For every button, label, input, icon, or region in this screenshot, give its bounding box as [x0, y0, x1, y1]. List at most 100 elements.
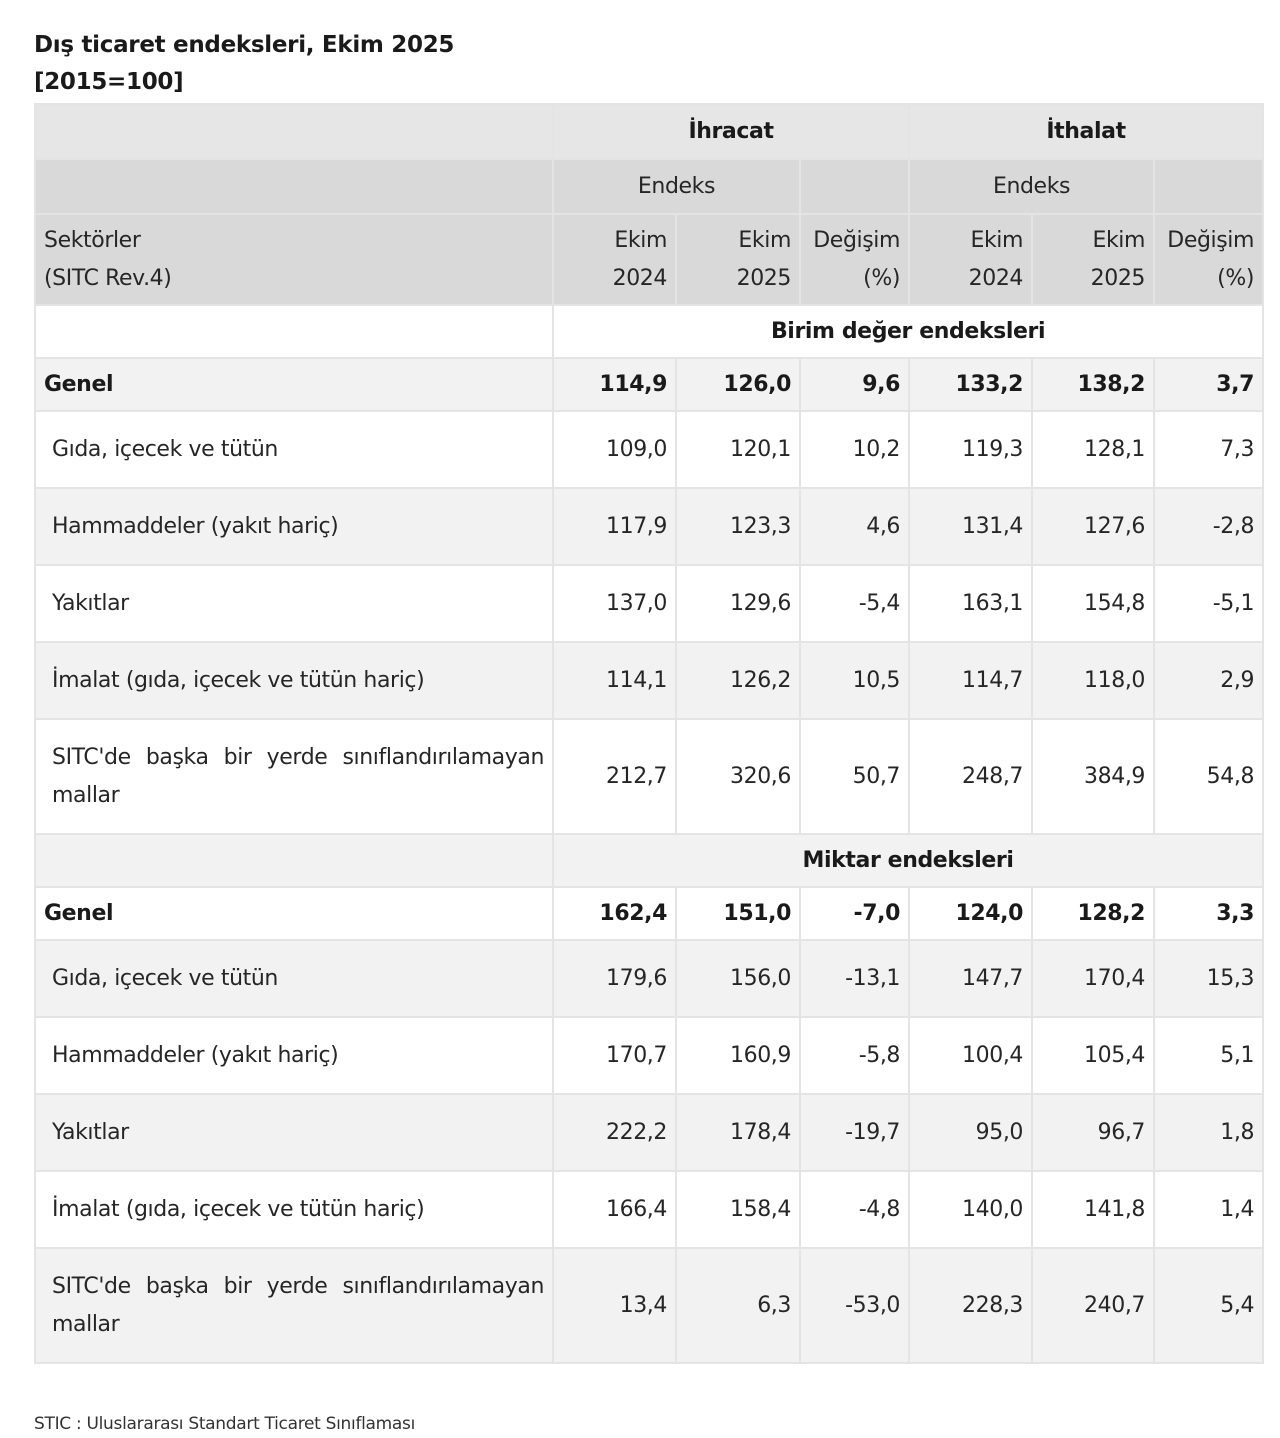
cell-value: 240,7 [1031, 1247, 1156, 1364]
base-year-note: [2015=100] [34, 69, 184, 95]
col-line1: Değişim [1167, 227, 1255, 253]
cell-value: 13,4 [552, 1247, 677, 1364]
col-line1: Ekim [970, 227, 1024, 253]
header-col-exp-2025: Ekim 2025 [675, 213, 801, 306]
cell-value: 3,7 [1153, 357, 1265, 412]
section-empty-cell [34, 304, 554, 359]
cell-value: 120,1 [675, 410, 801, 489]
cell-value: 117,9 [552, 487, 677, 566]
table-row: Yakıtlar 222,2 178,4 -19,7 95,0 96,7 1,8 [34, 1093, 1265, 1172]
cell-value: 131,4 [908, 487, 1034, 566]
cell-value: 137,0 [552, 564, 677, 643]
row-label: Genel [34, 886, 554, 941]
cell-value: 170,7 [552, 1016, 677, 1095]
col-line1: Ekim [1092, 227, 1146, 253]
cell-value: 95,0 [908, 1093, 1034, 1172]
cell-value: 10,5 [798, 641, 911, 720]
cell-value: 127,6 [1031, 487, 1156, 566]
row-label: İmalat (gıda, içecek ve tütün hariç) [34, 641, 554, 720]
cell-value: 141,8 [1031, 1170, 1156, 1249]
cell-value: 384,9 [1031, 718, 1156, 835]
header-row-columns: Sektörler (SITC Rev.4) Ekim 2024 Ekim 2025… [34, 213, 1265, 306]
cell-value: 2,9 [1153, 641, 1265, 720]
col-line2: 2025 [1090, 265, 1146, 291]
cell-value: 129,6 [675, 564, 801, 643]
cell-value: 123,3 [675, 487, 801, 566]
table-row: SITC'de başka bir yerde sınıflandırılama… [34, 718, 1265, 835]
table-row: İmalat (gıda, içecek ve tütün hariç) 166… [34, 1170, 1265, 1249]
cell-value: 114,1 [552, 641, 677, 720]
table-row-total: Genel 162,4 151,0 -7,0 124,0 128,2 3,3 [34, 886, 1265, 941]
cell-value: 162,4 [552, 886, 677, 941]
table-row-total: Genel 114,9 126,0 9,6 133,2 138,2 3,7 [34, 357, 1265, 412]
col-line2: 2024 [968, 265, 1024, 291]
header-col-exp-change: Değişim (%) [798, 213, 911, 306]
cell-value: -5,1 [1153, 564, 1265, 643]
table-row: Hammaddeler (yakıt hariç) 117,9 123,3 4,… [34, 487, 1265, 566]
cell-value: 147,7 [908, 939, 1034, 1018]
header-sectors-line1: Sektörler [44, 227, 141, 253]
cell-value: 133,2 [908, 357, 1034, 412]
cell-value: -7,0 [798, 886, 911, 941]
cell-value: 1,8 [1153, 1093, 1265, 1172]
footnote: STIC : Uluslararası Standart Ticaret Sın… [34, 1414, 416, 1434]
row-label: Genel [34, 357, 554, 412]
header-col-imp-2025: Ekim 2025 [1031, 213, 1156, 306]
row-label: SITC'de başka bir yerde sınıflandırılama… [34, 718, 554, 835]
section-title: Birim değer endeksleri [551, 304, 1265, 359]
cell-value: 170,4 [1031, 939, 1156, 1018]
cell-value: 156,0 [675, 939, 801, 1018]
col-line2: 2025 [736, 265, 792, 291]
cell-value: 228,3 [908, 1247, 1034, 1364]
col-line2: (%) [1217, 265, 1255, 291]
cell-value: 109,0 [552, 410, 677, 489]
cell-value: 7,3 [1153, 410, 1265, 489]
row-label: Hammaddeler (yakıt hariç) [34, 487, 554, 566]
cell-value: 15,3 [1153, 939, 1265, 1018]
header-group-exports: İhracat [551, 103, 911, 160]
section-header-volume: Miktar endeksleri [34, 833, 1265, 888]
cell-value: -5,8 [798, 1016, 911, 1095]
cell-value: 140,0 [908, 1170, 1034, 1249]
cell-value: 151,0 [675, 886, 801, 941]
cell-value: -53,0 [798, 1247, 911, 1364]
col-line1: Ekim [614, 227, 667, 253]
cell-value: 114,9 [552, 357, 677, 412]
cell-value: 163,1 [908, 564, 1034, 643]
header-col-imp-2024: Ekim 2024 [908, 213, 1034, 306]
cell-value: 1,4 [1153, 1170, 1265, 1249]
cell-value: -2,8 [1153, 487, 1265, 566]
cell-value: 6,3 [675, 1247, 801, 1364]
cell-value: 158,4 [675, 1170, 801, 1249]
table-row: Yakıtlar 137,0 129,6 -5,4 163,1 154,8 -5… [34, 564, 1265, 643]
cell-value: 50,7 [798, 718, 911, 835]
section-empty-cell [34, 833, 554, 888]
cell-value: -13,1 [798, 939, 911, 1018]
page-title: Dış ticaret endeksleri, Ekim 2025 [34, 32, 455, 58]
header-empty-cell [798, 158, 911, 215]
cell-value: 154,8 [1031, 564, 1156, 643]
header-col-exp-2024: Ekim 2024 [552, 213, 677, 306]
row-label: Gıda, içecek ve tütün [34, 939, 554, 1018]
cell-value: 222,2 [552, 1093, 677, 1172]
cell-value: 128,1 [1031, 410, 1156, 489]
col-line2: 2024 [612, 265, 668, 291]
cell-value: 10,2 [798, 410, 911, 489]
cell-value: 5,4 [1153, 1247, 1265, 1364]
col-line2: (%) [863, 265, 901, 291]
header-empty-cell [1153, 158, 1265, 215]
header-row-groups: İhracat İthalat [34, 103, 1265, 160]
header-group-imports: İthalat [908, 103, 1265, 160]
cell-value: 138,2 [1031, 357, 1156, 412]
cell-value: 320,6 [675, 718, 801, 835]
cell-value: 5,1 [1153, 1016, 1265, 1095]
table-row: Hammaddeler (yakıt hariç) 170,7 160,9 -5… [34, 1016, 1265, 1095]
header-subgroup-exports-index: Endeks [552, 158, 801, 215]
cell-value: 160,9 [675, 1016, 801, 1095]
row-label: SITC'de başka bir yerde sınıflandırılama… [34, 1247, 554, 1364]
header-sectors: Sektörler (SITC Rev.4) [34, 213, 554, 306]
cell-value: 9,6 [798, 357, 911, 412]
row-label: Yakıtlar [34, 1093, 554, 1172]
header-empty-cell [34, 158, 554, 215]
cell-value: 118,0 [1031, 641, 1156, 720]
